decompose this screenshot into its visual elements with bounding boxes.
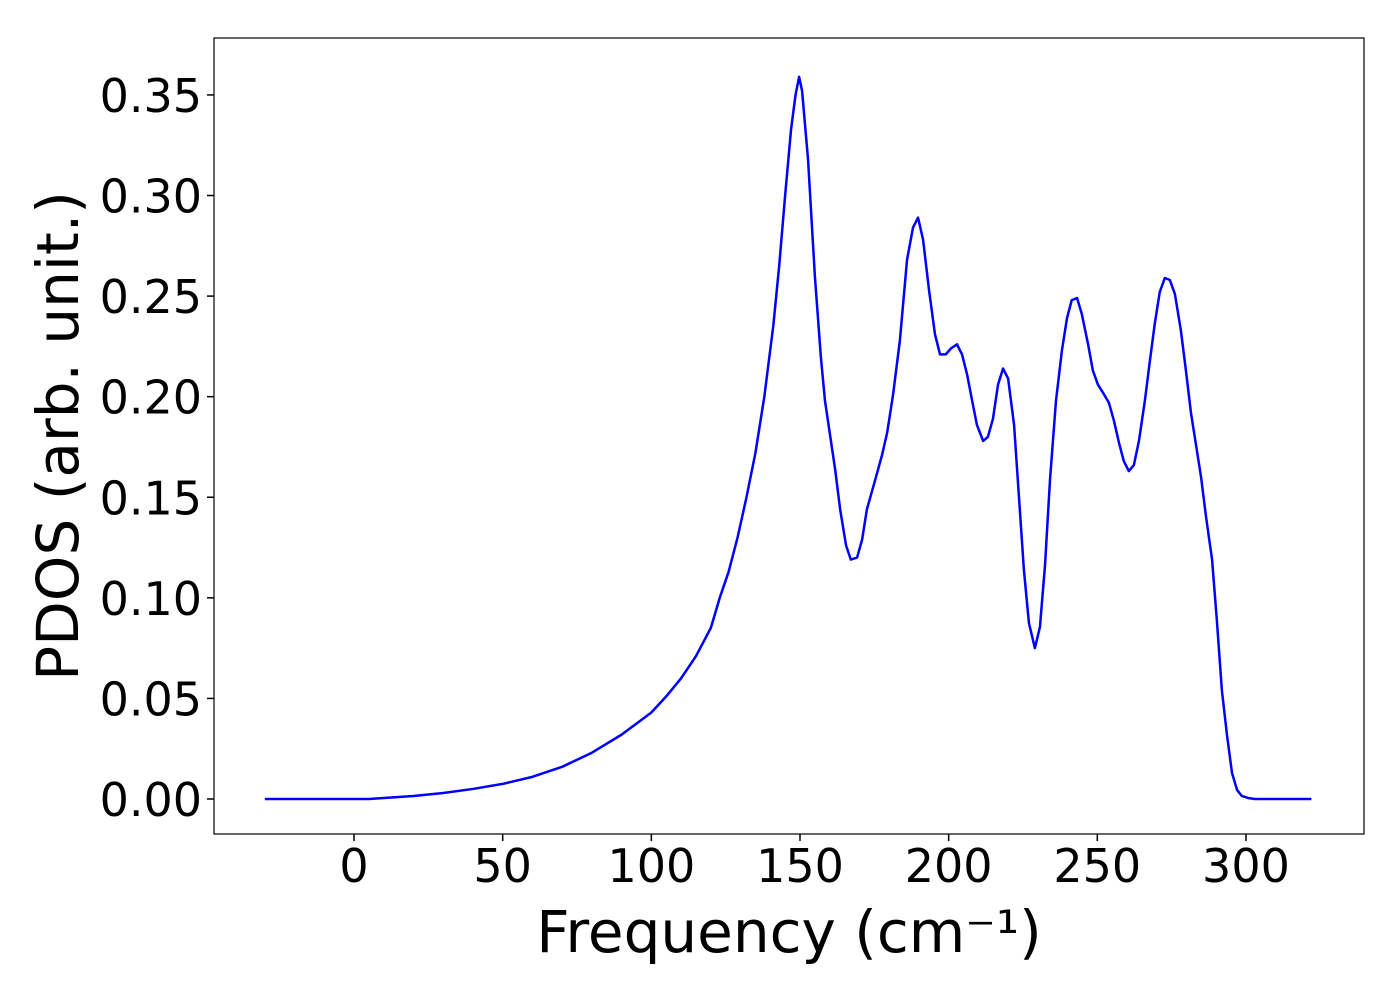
y-tick-label: 0.35: [100, 69, 202, 123]
x-tick-label: 300: [1202, 839, 1290, 893]
plot-frame: [213, 37, 1365, 835]
x-tick-label: 200: [905, 839, 993, 893]
y-tick-label: 0.10: [100, 572, 202, 626]
y-axis-label: PDOS (arb. unit.): [24, 191, 92, 681]
x-tick-label: 50: [473, 839, 532, 893]
y-tick-label: 0.20: [100, 371, 202, 425]
x-tick-label: 0: [339, 839, 368, 893]
y-tick-label: 0.30: [100, 170, 202, 224]
y-tick-label: 0.00: [100, 773, 202, 827]
y-tick-label: 0.05: [100, 672, 202, 726]
y-tick-label: 0.25: [100, 270, 202, 324]
x-tick-label: 100: [607, 839, 695, 893]
x-tick-label: 250: [1053, 839, 1141, 893]
x-tick-label: 150: [756, 839, 844, 893]
line: [264, 75, 1312, 801]
x-axis-label: Frequency (cm⁻¹): [536, 898, 1042, 966]
y-tick-label: 0.15: [100, 471, 202, 525]
